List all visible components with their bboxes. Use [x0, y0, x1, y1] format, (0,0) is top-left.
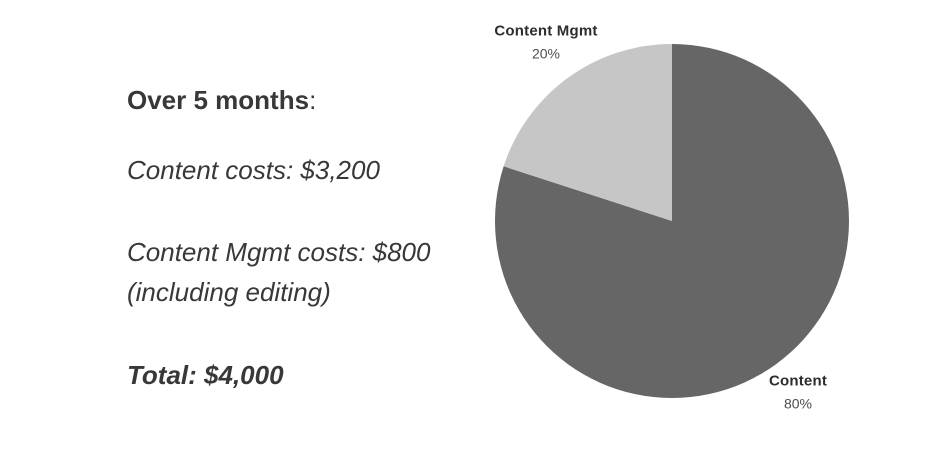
pie-label-content-mgmt-pct: 20% [531, 45, 561, 62]
pie-label-content-mgmt-name: Content Mgmt [494, 22, 598, 40]
pie-chart [495, 44, 849, 398]
intro-heading-text: Over 5 months [127, 85, 310, 115]
intro-heading: Over 5 months: [127, 80, 316, 120]
content-costs-line: Content costs: $3,200 [127, 155, 380, 185]
content-mgmt-costs-line: Content Mgmt costs: $800 [127, 237, 431, 267]
pie-slice-content-mgmt [503, 44, 672, 221]
pie-label-content: Content 80% [769, 373, 827, 412]
total-line: Total: $4,000 [127, 360, 284, 390]
pie-slice-content [495, 44, 849, 398]
pie-label-content-mgmt: Content Mgmt 20% [494, 23, 597, 62]
including-editing-line: (including editing) [127, 277, 331, 307]
intro-heading-colon: : [309, 85, 317, 115]
pie-label-content-name: Content [768, 372, 828, 390]
pie-label-content-pct: 80% [783, 395, 813, 412]
